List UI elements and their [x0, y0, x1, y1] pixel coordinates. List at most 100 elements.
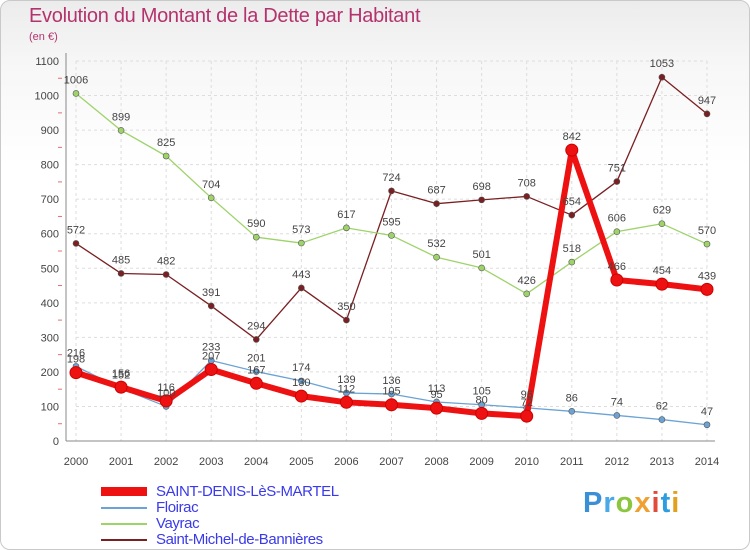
x-tick-label: 2011: [560, 456, 584, 468]
data-label-3: 294: [247, 320, 265, 332]
x-tick-label: 2004: [244, 456, 268, 468]
data-label-1: 233: [202, 342, 220, 354]
data-label-2: 518: [563, 243, 581, 255]
data-label-2: 426: [518, 275, 536, 287]
series-point-0: [700, 282, 714, 296]
logo-letter-o: o: [615, 487, 635, 519]
data-label-1: 96: [521, 389, 533, 401]
legend-item-saint-michel[interactable]: Saint-Michel-de-Bannières: [101, 532, 401, 548]
legend-swatch-vayrac: [101, 523, 147, 525]
legend-label-saint-denis: SAINT-DENIS-LèS-MARTEL: [156, 483, 339, 500]
series-point-0: [114, 380, 128, 394]
series-point-3: [72, 240, 80, 247]
x-tick-label: 2006: [334, 456, 358, 468]
x-tick-label: 2001: [109, 456, 133, 468]
legend-label-saint-michel: Saint-Michel-de-Bannières: [156, 531, 323, 548]
data-label-1: 201: [247, 353, 265, 365]
data-label-0: 207: [202, 350, 220, 362]
series-point-0: [385, 398, 398, 412]
data-label-2: 899: [112, 111, 130, 123]
series-point-2: [298, 239, 305, 247]
series-point-1: [298, 377, 305, 385]
data-label-3: 947: [698, 95, 716, 107]
x-tick-label: 2007: [379, 456, 403, 468]
y-tick-label: 600: [41, 229, 59, 241]
data-label-0: 156: [112, 368, 130, 380]
x-tick-label: 2014: [695, 456, 719, 468]
series-point-2: [72, 90, 80, 97]
x-tick-label: 2008: [424, 456, 448, 468]
data-label-0: 105: [382, 386, 400, 398]
series-point-3: [343, 316, 350, 324]
logo-letter-i2: i: [671, 487, 681, 519]
data-label-3: 482: [157, 255, 175, 267]
series-point-1: [388, 390, 395, 398]
data-label-0: 198: [67, 354, 85, 366]
series-point-3: [298, 284, 305, 292]
series-point-1: [703, 421, 711, 429]
data-label-2: 501: [472, 249, 490, 261]
legend-swatch-saint-michel: [101, 539, 147, 541]
data-label-1: 62: [656, 401, 668, 413]
series-point-0: [430, 401, 444, 415]
x-tick-label: 2009: [469, 456, 493, 468]
y-tick-label: 700: [41, 194, 59, 206]
series-point-2: [162, 152, 170, 160]
data-label-3: 687: [427, 185, 445, 197]
series-point-2: [703, 240, 711, 248]
data-label-2: 606: [608, 213, 626, 225]
x-tick-label: 2010: [514, 456, 538, 468]
data-label-3: 724: [382, 172, 400, 184]
data-label-2: 1006: [64, 74, 88, 86]
legend-swatch-saint-denis: [101, 487, 147, 496]
chart-unit: (en €): [29, 31, 58, 43]
data-label-3: 708: [518, 177, 536, 189]
series-point-0: [655, 277, 669, 291]
data-label-0: 842: [563, 131, 581, 143]
data-label-0: 116: [157, 382, 175, 394]
y-tick-label: 200: [41, 367, 59, 379]
data-label-3: 391: [202, 287, 220, 299]
x-tick-label: 2003: [199, 456, 223, 468]
series-point-0: [294, 389, 308, 403]
data-label-2: 532: [427, 238, 445, 250]
series-point-0: [339, 395, 353, 409]
data-label-2: 573: [292, 224, 310, 236]
data-label-0: 130: [292, 377, 310, 389]
data-label-1: 74: [611, 396, 623, 408]
series-point-3: [207, 302, 215, 310]
data-label-3: 350: [337, 301, 355, 313]
series-point-3: [162, 271, 170, 278]
series-point-1: [252, 368, 260, 375]
legend-item-saint-denis[interactable]: SAINT-DENIS-LèS-MARTEL: [101, 484, 401, 500]
legend-item-vayrac[interactable]: Vayrac: [101, 516, 401, 532]
series-point-3: [388, 187, 395, 195]
legend-item-floirac[interactable]: Floirac: [101, 500, 401, 516]
data-label-2: 704: [202, 179, 220, 191]
series-point-0: [69, 366, 83, 380]
data-label-1: 136: [382, 375, 400, 387]
data-label-0: 439: [698, 270, 716, 282]
data-label-1: 105: [472, 386, 490, 398]
series-point-3: [117, 270, 125, 277]
series-point-2: [568, 258, 576, 266]
x-tick-label: 2000: [64, 456, 88, 468]
logo-letter-t: t: [660, 487, 672, 519]
series-point-3: [613, 178, 621, 185]
data-label-2: 590: [247, 218, 265, 230]
data-label-1: 139: [337, 374, 355, 386]
series-point-0: [565, 143, 579, 157]
data-label-1: 174: [292, 362, 310, 374]
series-point-3: [703, 110, 711, 118]
series-point-1: [658, 416, 666, 423]
series-point-3: [478, 196, 485, 204]
legend-label-floirac: Floirac: [156, 499, 199, 516]
y-tick-label: 0: [53, 436, 59, 448]
data-label-3: 485: [112, 254, 130, 266]
series-point-0: [610, 273, 624, 287]
data-label-0: 454: [653, 265, 671, 277]
logo-letter-x: x: [634, 487, 652, 519]
data-label-2: 825: [157, 137, 175, 149]
data-label-1: 47: [701, 406, 713, 418]
